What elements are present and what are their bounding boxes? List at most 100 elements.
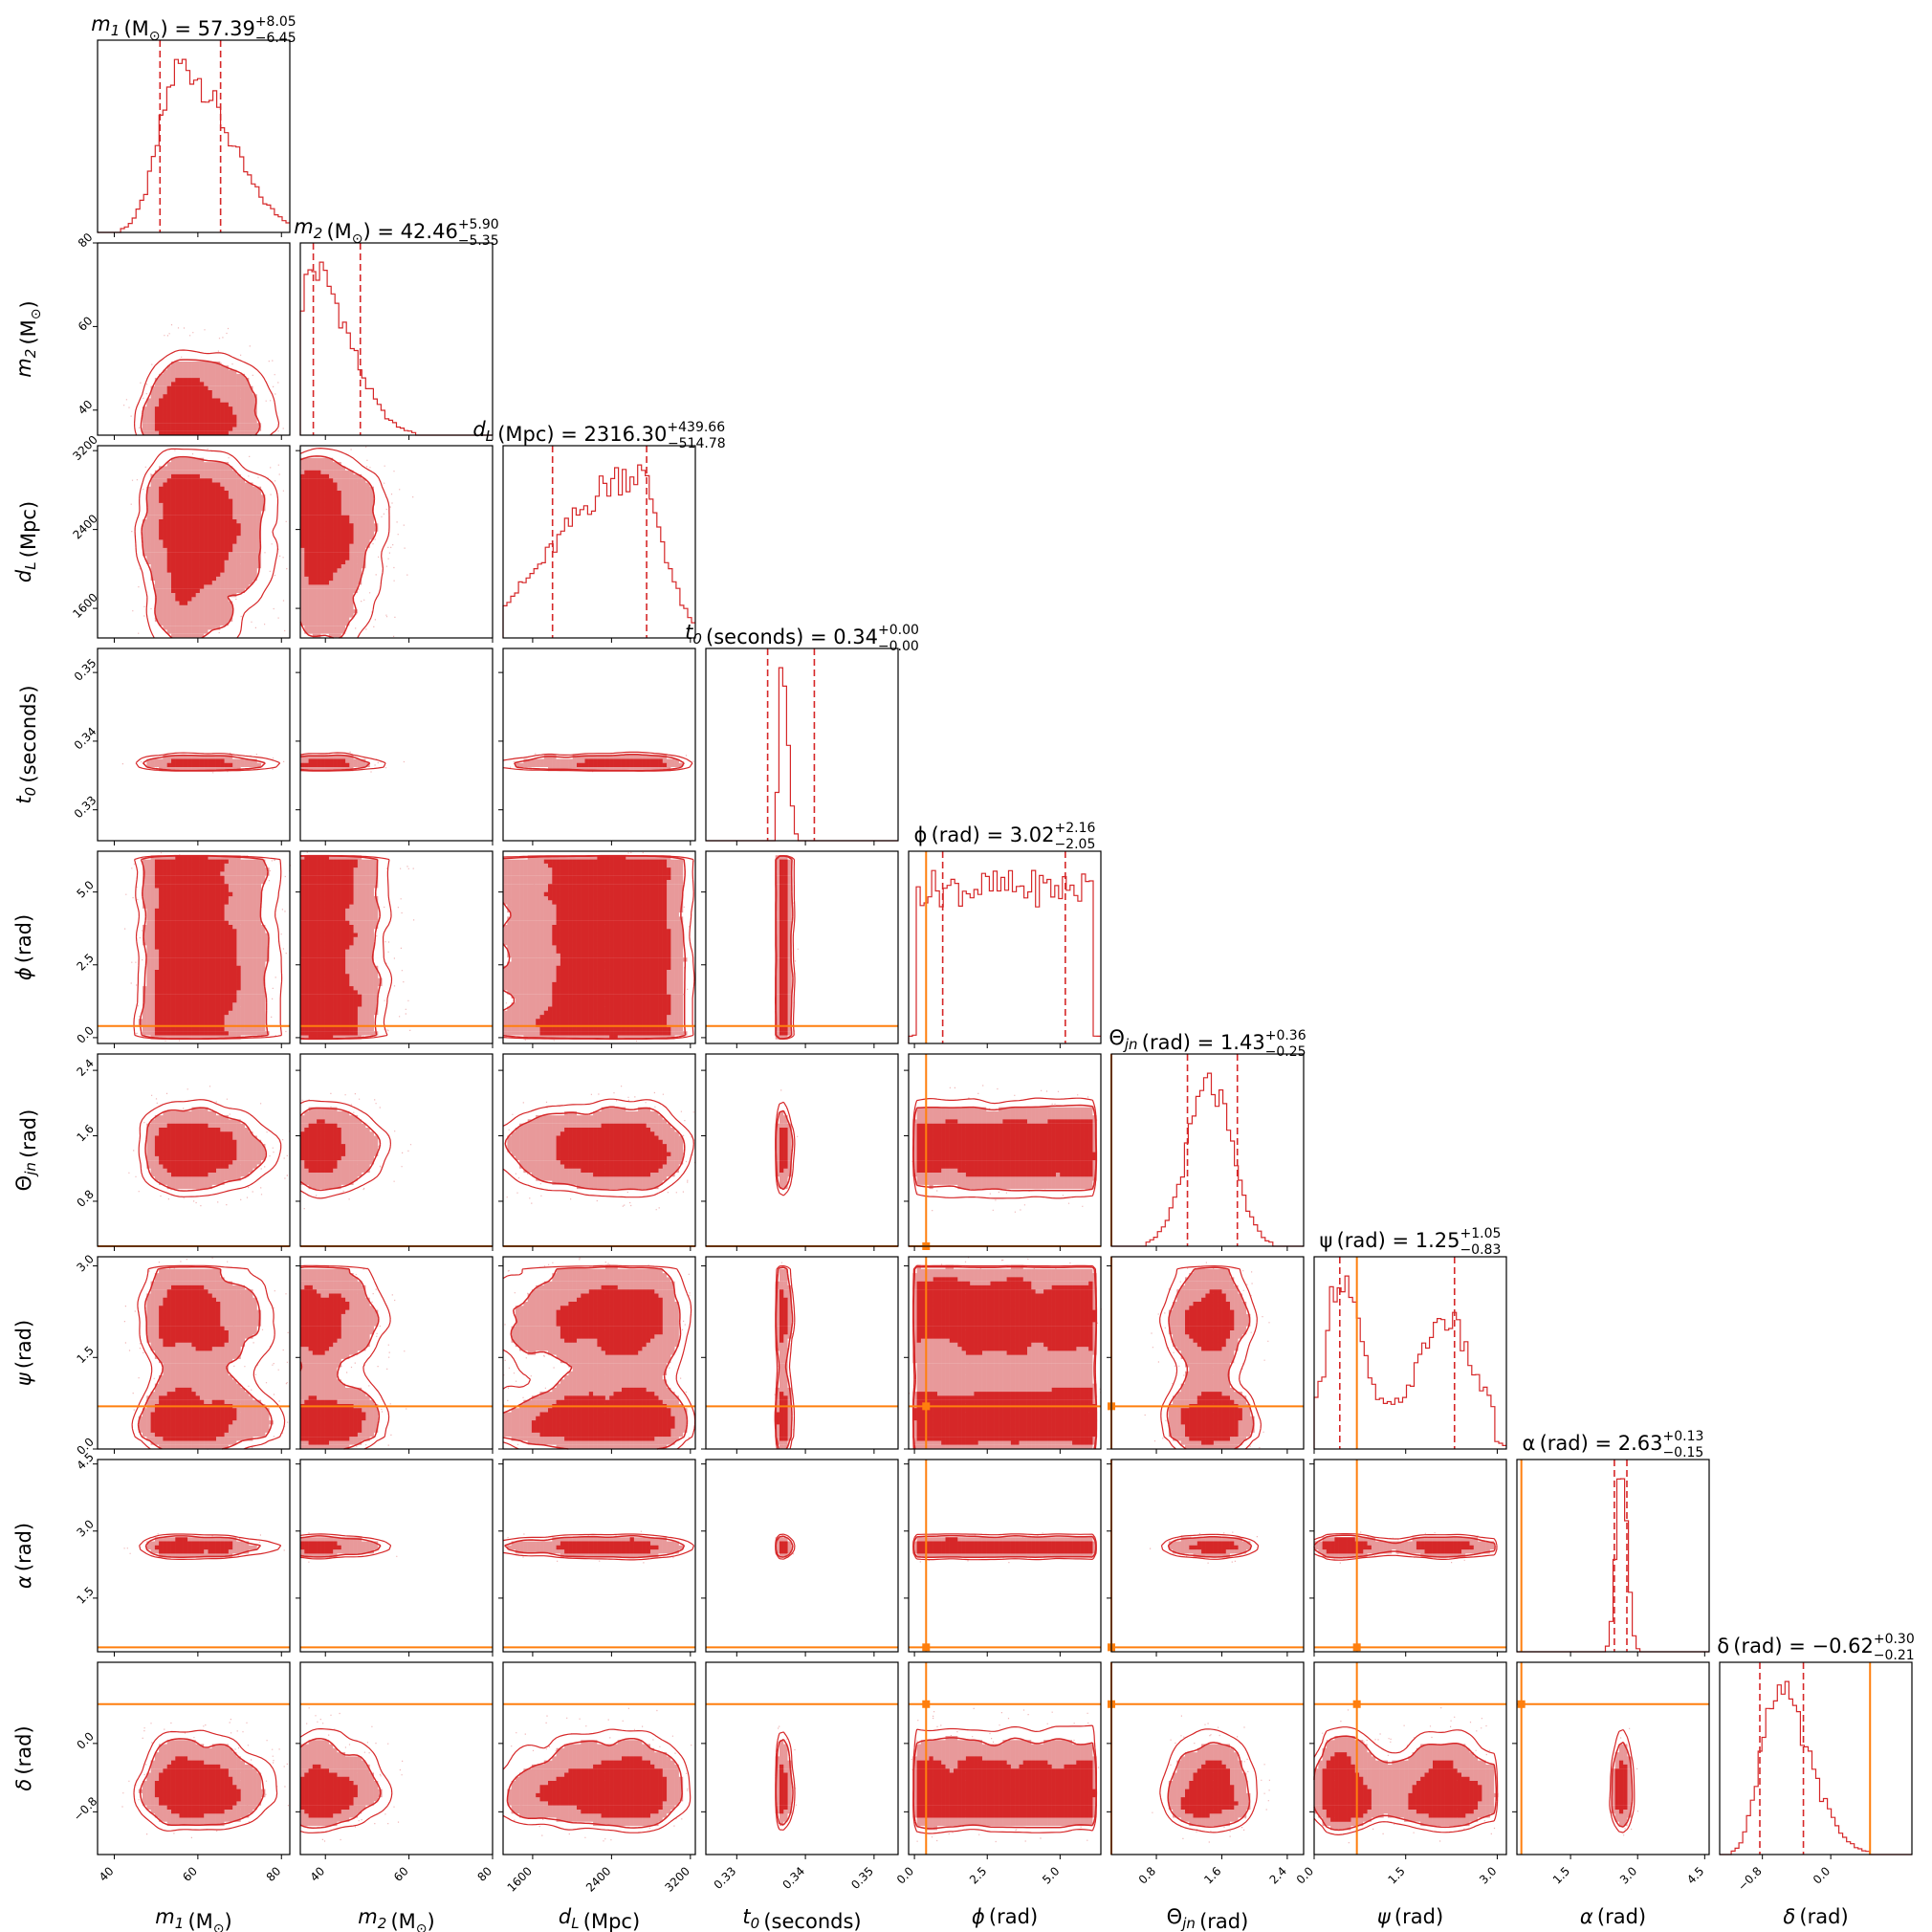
contour-fill-inner [1614, 1760, 1628, 1814]
truth-marker [922, 1700, 931, 1708]
contour-line-outer [299, 1535, 382, 1558]
truth-marker [922, 1643, 931, 1652]
contour-line-outermost [911, 1264, 1098, 1450]
y-axis-label-t0: t0 (seconds) [12, 685, 40, 803]
panel-frame [502, 1459, 696, 1653]
y-tick-label-m2: 40 [76, 398, 96, 418]
contour-line-outer [299, 455, 378, 639]
truth-marker [922, 1402, 931, 1411]
panel-frame [705, 1661, 899, 1855]
x-tick-label-m1: 40 [97, 1864, 117, 1884]
panel-m2-vs-m1 [93, 242, 291, 440]
panel-delta-vs-psi [1309, 1661, 1507, 1859]
contour-line-outer [1313, 1534, 1496, 1559]
x-axis-label-m2: m2 (M⊙) [358, 1905, 434, 1932]
contour-fill-inner [300, 470, 354, 585]
y-axis-label-dl: dL (Mpc) [12, 501, 40, 582]
panel-theta-vs-dl [498, 1053, 696, 1251]
contour-line-outer [1611, 1741, 1634, 1828]
x-tick-label-m1: 60 [180, 1864, 200, 1884]
panel-t0-vs-dl [498, 648, 696, 845]
panel-alpha-vs-m2 [296, 1459, 494, 1657]
contour-line-outermost [502, 854, 695, 1041]
contour-fill-inner [154, 1123, 237, 1177]
panel-delta-vs-m1 [93, 1661, 291, 1859]
contour-line-outermost [502, 1533, 695, 1561]
contour-fill-inner [154, 855, 241, 1036]
x-tick-label-m2: 60 [391, 1864, 411, 1884]
panel-delta-vs-phi [904, 1661, 1102, 1859]
contour-line-outer [299, 1107, 382, 1192]
panel-alpha-vs-theta [1107, 1459, 1305, 1657]
x-axis-label-psi: ψ (rad) [1377, 1905, 1443, 1928]
x-tick-label-alpha: 1.5 [1550, 1864, 1572, 1886]
contour-fill-inner [1322, 1537, 1474, 1554]
contour-line-outermost [1159, 1728, 1258, 1833]
x-tick-label-m2: 40 [308, 1864, 328, 1884]
panel-frame [705, 1459, 899, 1653]
y-tick-label-t0: 0.35 [72, 656, 99, 684]
histogram-m2 [299, 261, 493, 436]
panel-frame [502, 1661, 696, 1855]
x-tick-label-theta: 0.8 [1136, 1864, 1158, 1886]
contour-line-outermost [502, 1264, 696, 1450]
x-axis-label-t0: t0 (seconds) [742, 1905, 861, 1932]
contour-line-outermost [1313, 1533, 1498, 1561]
contour-line-outermost [502, 751, 693, 772]
x-tick-label-psi: 3.0 [1477, 1864, 1499, 1886]
panel-psi-vs-m1 [93, 1256, 291, 1454]
panel-t0-vs-m1 [93, 648, 291, 845]
panel-frame [908, 1256, 1102, 1450]
contour-line-outermost [502, 1728, 692, 1833]
x-tick-label-dl: 2400 [583, 1864, 613, 1894]
panel-psi-vs-dl [498, 1256, 696, 1454]
title-alpha: α (rad) = 2.63+0.13 −0.15 [1523, 1429, 1704, 1460]
contour-fill-inner [159, 473, 241, 605]
panel-alpha-vs-alpha: α (rad) = 2.63+0.13 −0.15 [1516, 1429, 1710, 1657]
panel-frame [1719, 1661, 1913, 1855]
contour-line-outermost [299, 752, 386, 772]
y-axis-label-theta: Θjn (rad) [12, 1109, 40, 1192]
panel-frame [299, 445, 494, 639]
panel-phi-vs-m2 [296, 850, 494, 1048]
panel-frame [502, 445, 696, 639]
panel-frame [1313, 1459, 1507, 1653]
x-tick-label-delta: −0.8 [1735, 1864, 1765, 1894]
contour-line-outer [775, 1535, 794, 1558]
contour-line-outer [140, 359, 261, 436]
samples-psi-m2 [316, 1267, 407, 1447]
x-tick-label-phi: 0.0 [894, 1864, 916, 1886]
contour-line-outermost [299, 854, 393, 1041]
contour-line-outermost [133, 1729, 278, 1832]
panel-frame [908, 850, 1102, 1044]
x-axis-label-dl: dL (Mpc) [559, 1905, 640, 1932]
contour-line-outer [299, 754, 371, 772]
contour-fill-inner [300, 855, 362, 1040]
y-tick-label-theta: 1.6 [74, 1122, 96, 1144]
contour-fill-inner [536, 855, 671, 1040]
panel-alpha-vs-t0 [701, 1459, 899, 1657]
panel-theta-vs-t0 [701, 1053, 899, 1251]
panel-delta-vs-dl [498, 1661, 696, 1859]
contour-fill-inner [916, 1537, 1093, 1554]
panel-delta-vs-t0 [701, 1661, 899, 1859]
y-tick-label-t0: 0.34 [72, 725, 99, 753]
histogram-dl [502, 464, 695, 638]
contour-fill-inner [531, 1284, 675, 1441]
title-m1: m1 (M⊙) = 57.39+8.05 −6.45 [91, 12, 296, 46]
x-tick-label-delta: 0.0 [1811, 1864, 1833, 1886]
contour-line-outermost [134, 448, 279, 639]
contour-line-outer [504, 1535, 686, 1559]
x-axis-label-alpha: α (rad) [1580, 1905, 1646, 1928]
panel-frame [1110, 1256, 1305, 1450]
y-axis-label-alpha: α (rad) [12, 1523, 35, 1589]
y-tick-label-m2: 60 [76, 314, 96, 334]
y-tick-label-delta: 0.0 [74, 1729, 96, 1751]
panel-theta-vs-phi [904, 1053, 1102, 1251]
contour-line-outermost [135, 752, 281, 772]
y-tick-label-phi: 5.0 [74, 878, 96, 900]
panel-theta-vs-theta: Θjn (rad) = 1.43+0.36 −0.25 [1109, 1026, 1306, 1251]
panel-frame [97, 1053, 291, 1247]
panel-delta-vs-delta: δ (rad) = −0.62+0.30 −0.21 [1717, 1632, 1915, 1859]
title-m2: m2 (M⊙) = 42.46+5.90 −5.35 [294, 215, 498, 249]
